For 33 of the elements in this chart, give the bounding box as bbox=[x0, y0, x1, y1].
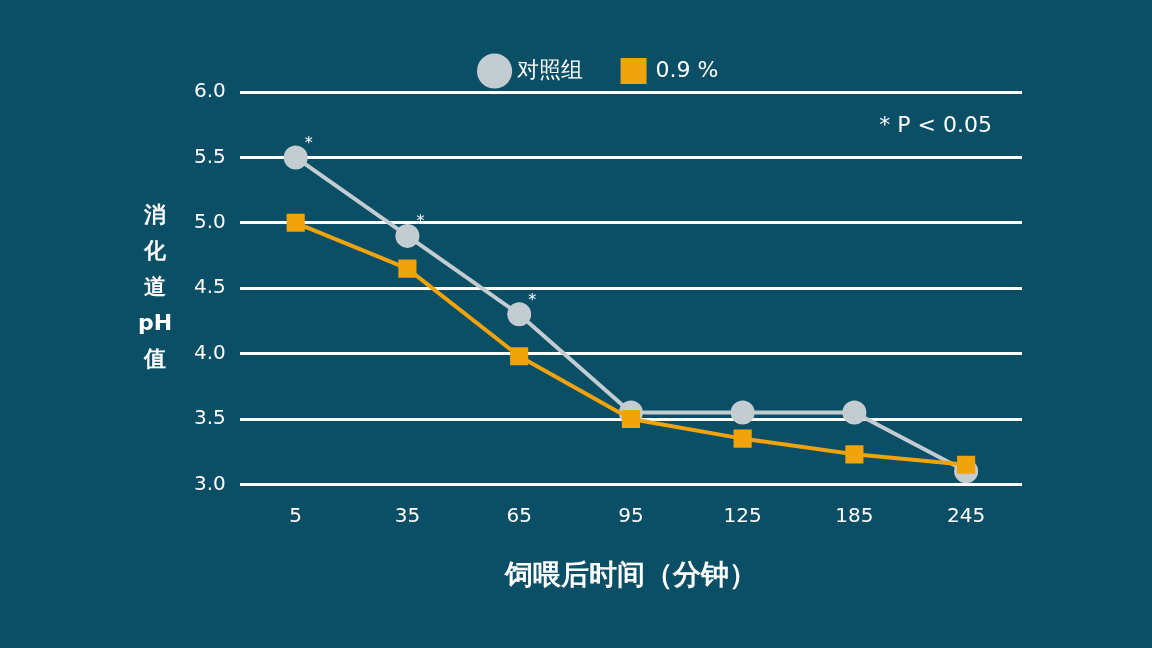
y-tick-label: 6.0 bbox=[193, 78, 226, 103]
annotation: * bbox=[528, 289, 537, 309]
x-tick-label: 245 bbox=[947, 502, 986, 527]
annotation: * bbox=[416, 211, 425, 231]
point bbox=[510, 347, 529, 366]
y-tick-label: 5.5 bbox=[193, 143, 226, 168]
x-tick-label: 35 bbox=[394, 502, 421, 527]
x-tick-label: 65 bbox=[506, 502, 532, 527]
x-axis-title: 饲喂后时间（分钟） bbox=[502, 558, 757, 592]
x-tick-label: 5 bbox=[289, 502, 303, 527]
x-tick-label: 95 bbox=[618, 502, 644, 527]
annotation: * bbox=[304, 132, 313, 152]
y-tick-label: 3.5 bbox=[193, 405, 226, 430]
point bbox=[395, 223, 420, 248]
y-tick-label: 4.5 bbox=[193, 274, 226, 299]
point bbox=[286, 213, 305, 232]
point bbox=[730, 400, 755, 425]
y-axis-title: 消化道pH值 bbox=[137, 201, 173, 371]
point bbox=[398, 259, 417, 278]
y-tick-label: 4.0 bbox=[193, 339, 226, 364]
point bbox=[507, 302, 532, 327]
y-tick-label: 3.0 bbox=[193, 470, 226, 495]
legend-label: 0.9 % bbox=[655, 56, 719, 82]
x-tick-label: 125 bbox=[723, 502, 762, 527]
point bbox=[733, 429, 752, 448]
point bbox=[621, 409, 640, 429]
x-tick-label: 185 bbox=[835, 502, 874, 527]
annotation: * P < 0.05 bbox=[879, 111, 992, 137]
legend-label: 对照组 bbox=[516, 56, 583, 82]
point bbox=[283, 145, 308, 170]
point bbox=[842, 400, 867, 425]
point bbox=[845, 445, 864, 464]
y-tick-label: 5.0 bbox=[193, 209, 226, 233]
